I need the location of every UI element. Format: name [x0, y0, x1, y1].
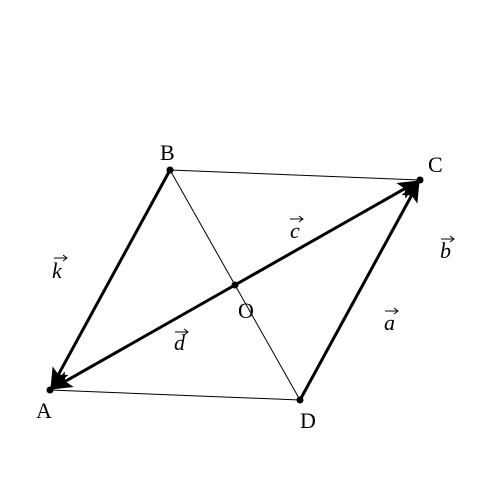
- vertex-points: [47, 167, 424, 404]
- label-D: D: [300, 408, 316, 434]
- label-vector-b: b: [440, 238, 451, 264]
- label-vector-d: d: [174, 330, 185, 356]
- label-A: A: [36, 398, 52, 424]
- vector-diagram: [0, 0, 500, 500]
- label-vector-c: c: [290, 218, 300, 244]
- label-O: O: [238, 298, 254, 324]
- label-vector-k: k: [52, 258, 62, 284]
- label-B: B: [160, 140, 175, 166]
- label-C: C: [428, 152, 443, 178]
- label-vector-a: a: [384, 310, 395, 336]
